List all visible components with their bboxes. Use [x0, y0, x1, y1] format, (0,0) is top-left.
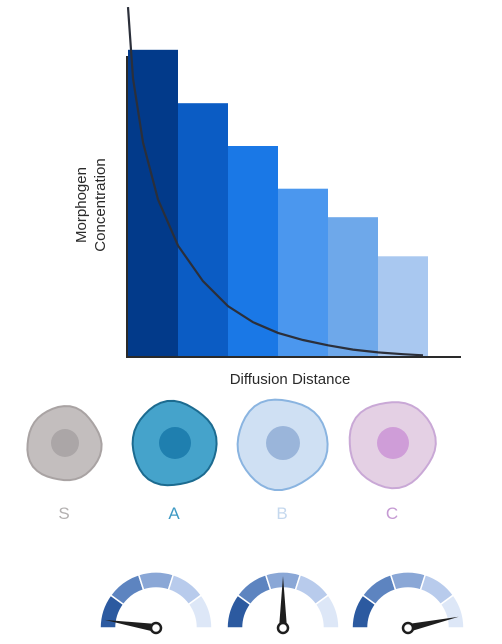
gauge-pivot — [276, 621, 290, 635]
cell-s: S — [26, 405, 103, 523]
cell-label: C — [386, 504, 398, 523]
gauge — [226, 571, 340, 635]
cell-a: A — [131, 399, 218, 523]
gauge-segment — [439, 594, 465, 629]
bar-series — [128, 49, 428, 357]
gauge-pivot — [149, 621, 163, 635]
cell-nucleus — [159, 427, 191, 459]
y-axis-label-line2: Concentration — [92, 158, 109, 251]
cell-label: B — [276, 504, 287, 523]
cell-c: C — [348, 401, 437, 523]
cell-b: B — [236, 398, 329, 523]
cell-label: A — [168, 504, 180, 523]
bar — [378, 256, 428, 356]
gauge-needle — [279, 576, 287, 628]
cell-nucleus — [377, 427, 409, 459]
cell-label: S — [58, 504, 69, 523]
decay-curve — [126, 7, 424, 357]
bar — [228, 146, 278, 356]
gauge-segment — [187, 594, 213, 629]
gauge-needle — [407, 616, 459, 632]
gauge-segment — [389, 571, 427, 591]
gauge — [351, 571, 465, 635]
cell-nucleus — [266, 426, 300, 460]
gauge-segment — [137, 571, 175, 591]
bar — [328, 217, 378, 356]
gauge-pivot — [401, 621, 415, 635]
gauge-row — [99, 571, 465, 635]
cell-nucleus — [51, 429, 79, 457]
y-axis-label-line1: Morphogen — [73, 167, 90, 243]
x-axis-label: Diffusion Distance — [230, 371, 351, 388]
bar — [178, 103, 228, 356]
gauge-needle — [104, 619, 157, 632]
bar — [278, 188, 328, 356]
gauge-segment — [314, 594, 340, 629]
gauge — [99, 571, 213, 635]
concentration-chart: Morphogen Concentration Diffusion Distan… — [73, 7, 461, 388]
